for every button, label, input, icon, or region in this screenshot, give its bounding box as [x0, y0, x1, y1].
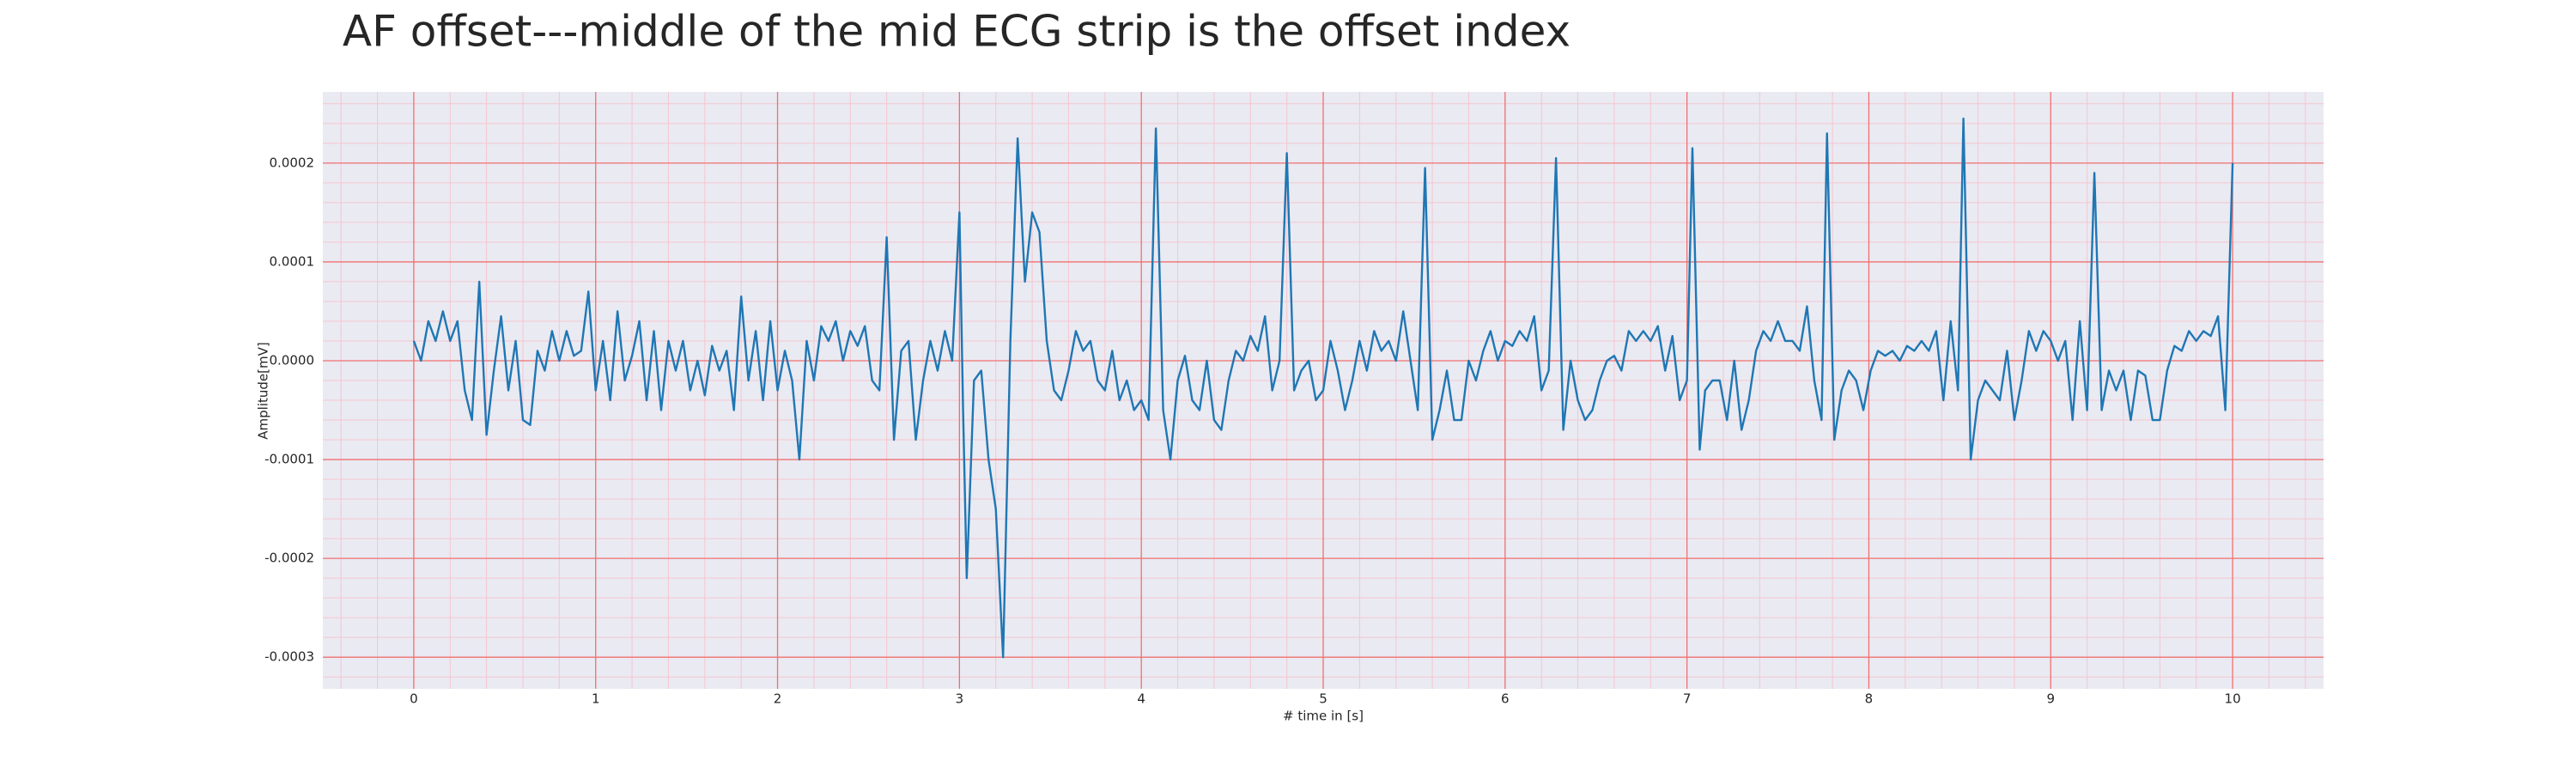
x-axis-label: # time in [s] [1283, 709, 1364, 724]
x-tick-label: 6 [1501, 691, 1510, 707]
y-axis-label: Amplitude[mV] [256, 342, 271, 439]
x-tick-label: 7 [1683, 691, 1692, 707]
x-tick-label: 8 [1865, 691, 1874, 707]
x-tick-label: 9 [2046, 691, 2055, 707]
y-tick-label: -0.0002 [264, 551, 314, 566]
x-tick-label: 2 [774, 691, 782, 707]
ecg-line [412, 117, 2234, 659]
y-tick-label: 0.0002 [270, 155, 315, 170]
y-tick-label: -0.0003 [264, 649, 314, 665]
y-tick-label: -0.0001 [264, 452, 314, 467]
y-tick-label: 0.0001 [270, 253, 315, 269]
chart-title: AF offset---middle of the mid ECG strip … [343, 7, 1571, 57]
x-tick-label: 5 [1319, 691, 1327, 707]
x-tick-label: 10 [2225, 691, 2241, 707]
x-tick-label: 1 [592, 691, 600, 707]
x-tick-label: 3 [956, 691, 964, 707]
y-tick-label: 0.0000 [270, 352, 315, 368]
x-tick-label: 0 [410, 691, 418, 707]
x-tick-label: 4 [1137, 691, 1145, 707]
